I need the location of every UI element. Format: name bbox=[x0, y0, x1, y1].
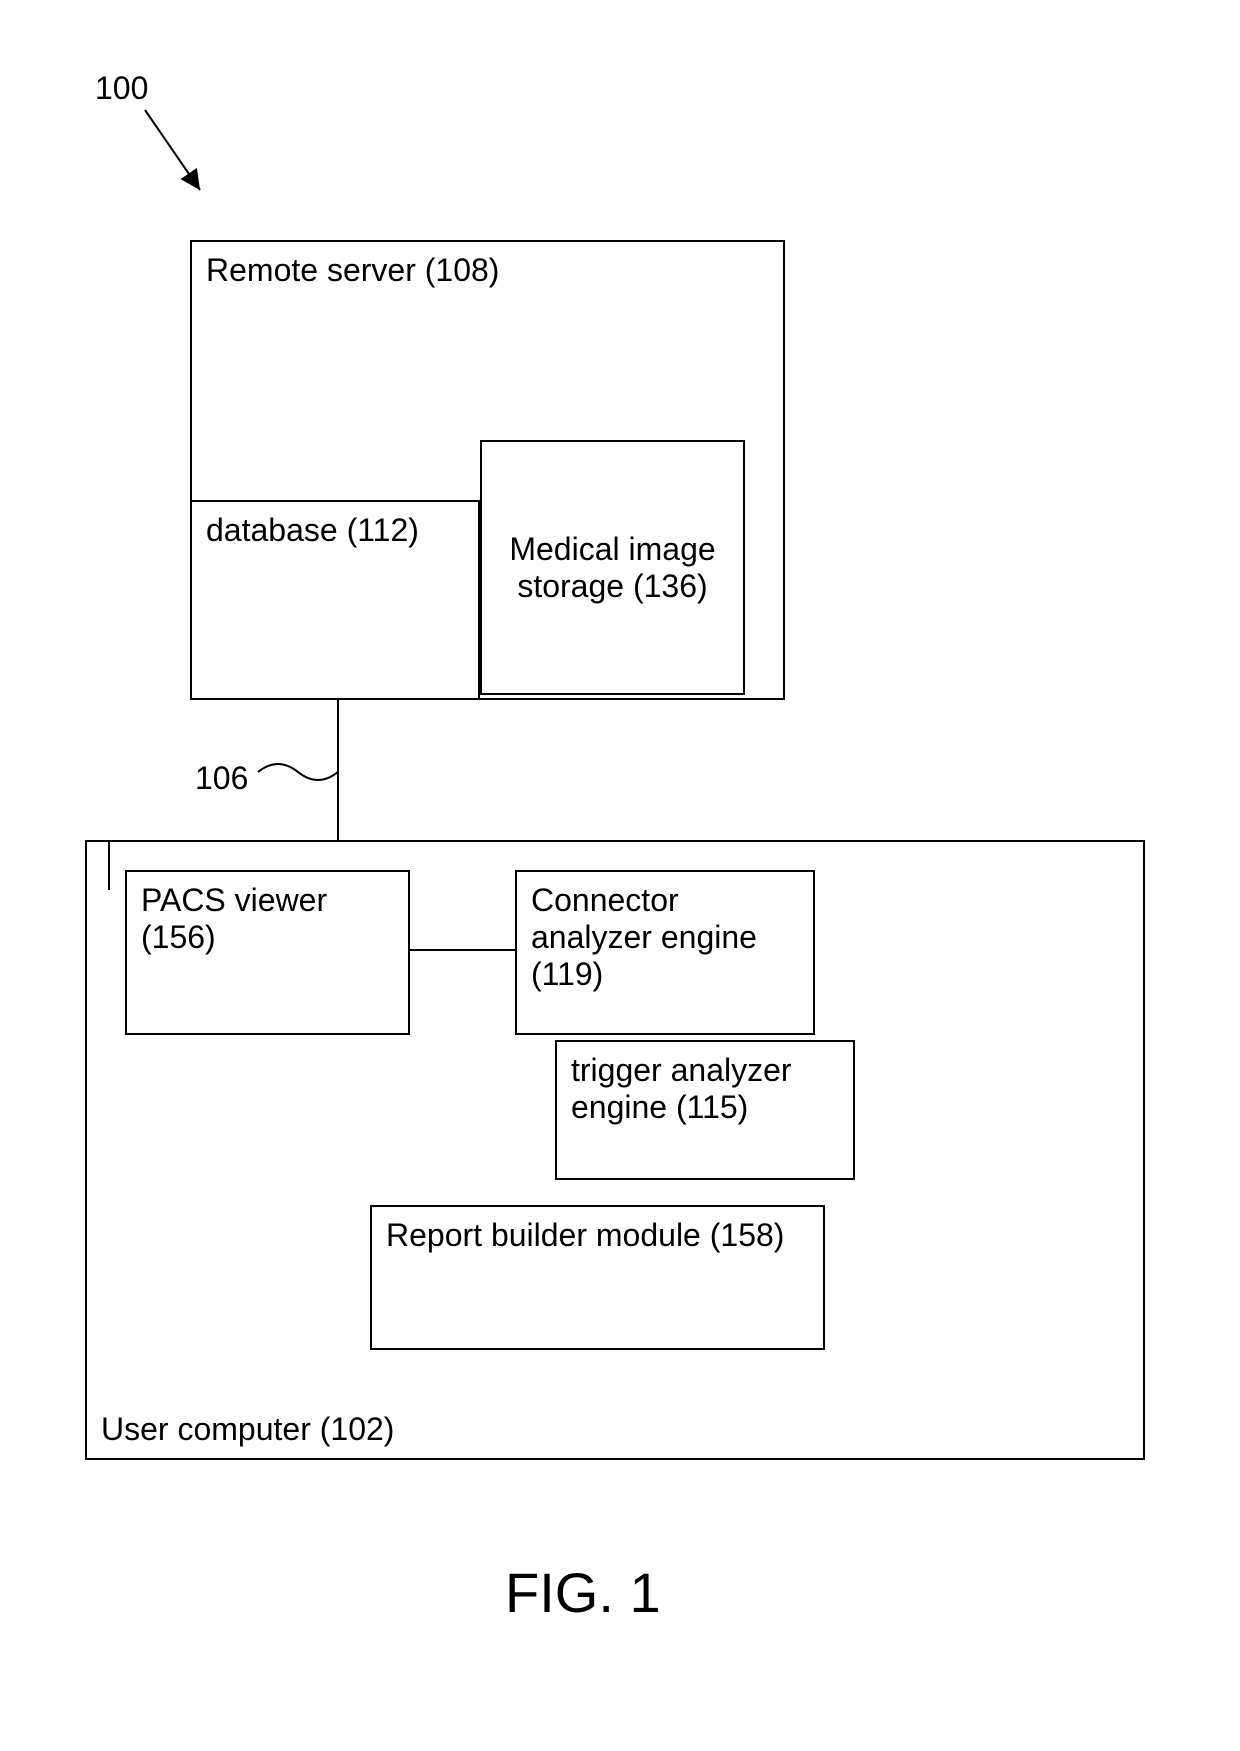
medical-image-storage-box: Medical image storage (136) bbox=[480, 440, 745, 695]
database-label: database (112) bbox=[206, 512, 419, 548]
conn-106-label: 106 bbox=[195, 760, 248, 797]
trigger-engine-box: trigger analyzer engine (115) bbox=[555, 1040, 855, 1180]
remote-server-label: Remote server (108) bbox=[206, 252, 499, 288]
user-computer-left-tick bbox=[108, 840, 110, 890]
connector-engine-label: Connector analyzer engine (119) bbox=[531, 882, 757, 992]
user-computer-label: User computer (102) bbox=[101, 1411, 394, 1448]
medical-image-storage-label: Medical image storage (136) bbox=[496, 531, 729, 605]
diagram-canvas: 100 106 Remote server (108) database (11… bbox=[0, 0, 1240, 1751]
report-builder-label: Report builder module (158) bbox=[386, 1217, 784, 1253]
ref-100-label: 100 bbox=[95, 70, 148, 107]
report-builder-box: Report builder module (158) bbox=[370, 1205, 825, 1350]
trigger-engine-label: trigger analyzer engine (115) bbox=[571, 1052, 792, 1125]
pacs-viewer-box: PACS viewer (156) bbox=[125, 870, 410, 1035]
ref-100-arrow bbox=[145, 110, 200, 190]
connector-engine-box: Connector analyzer engine (119) bbox=[515, 870, 815, 1035]
pacs-viewer-label: PACS viewer (156) bbox=[141, 882, 327, 955]
conn-106-tilde bbox=[258, 764, 338, 780]
database-box: database (112) bbox=[190, 500, 480, 700]
figure-caption: FIG. 1 bbox=[505, 1560, 661, 1625]
